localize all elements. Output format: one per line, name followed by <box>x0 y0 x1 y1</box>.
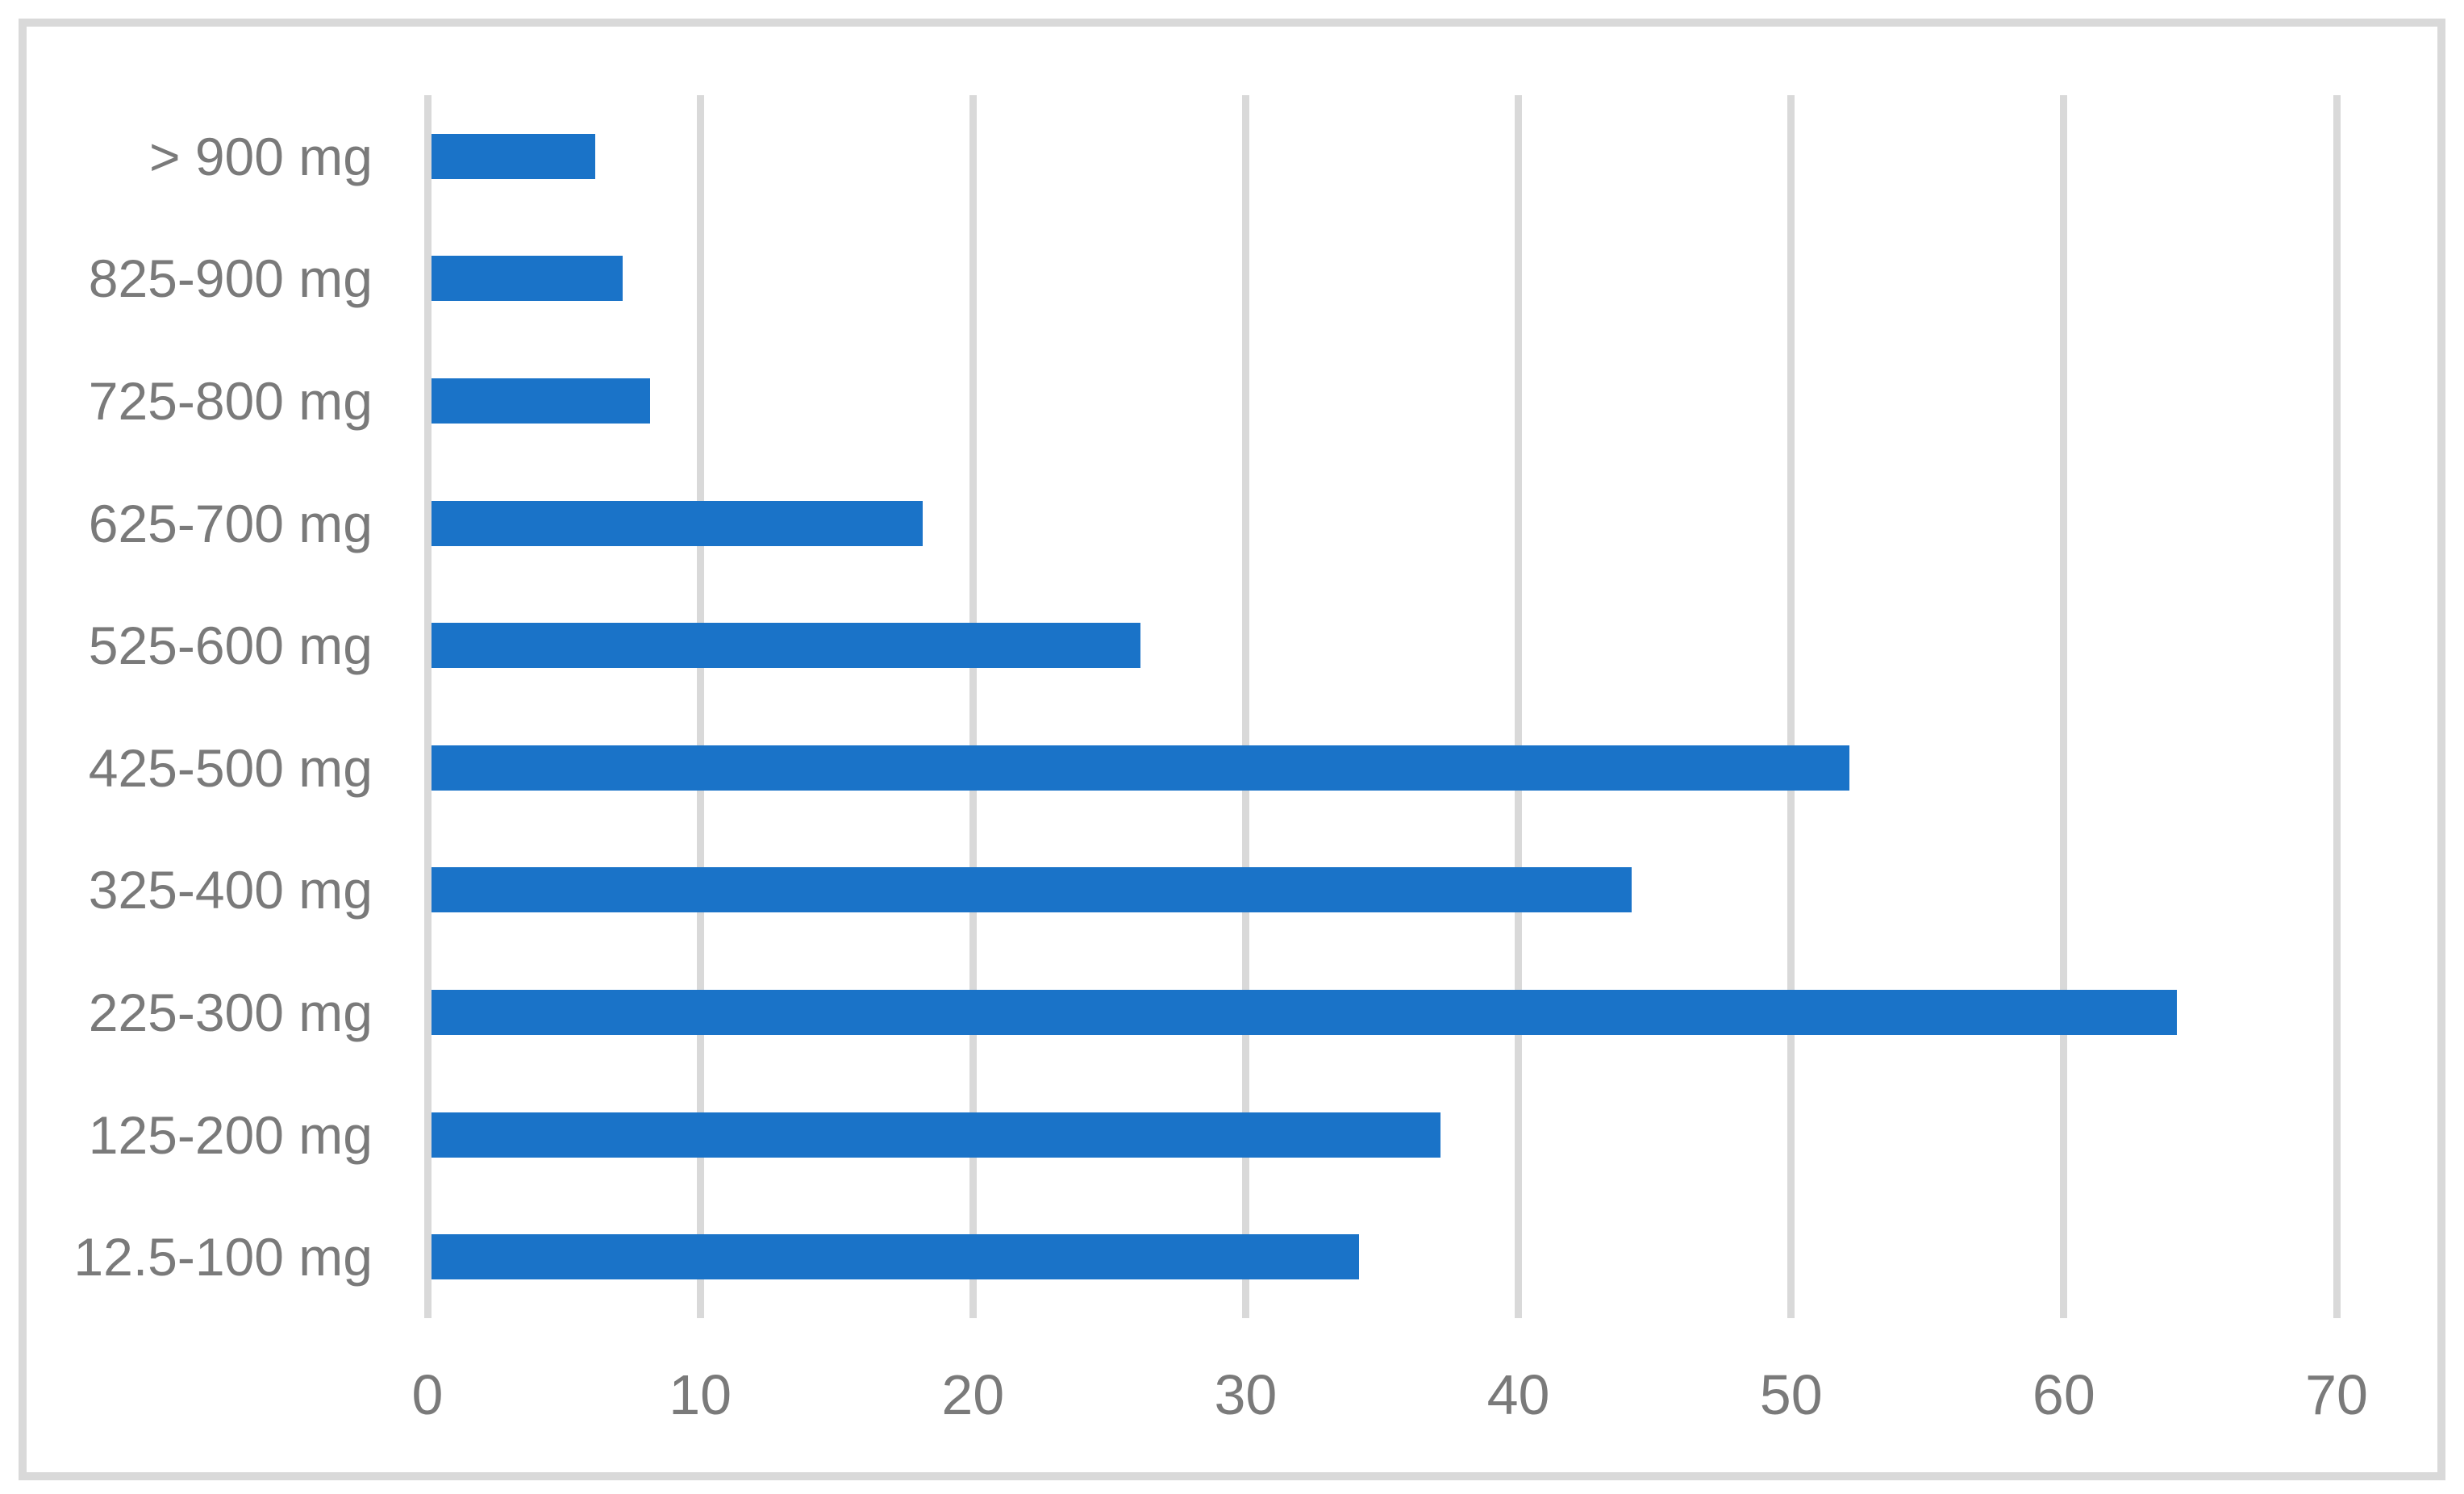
category-label: 625-700 mg <box>88 493 373 553</box>
x-tick-label-10: 10 <box>669 1363 732 1426</box>
gridline-x-0 <box>423 95 432 1318</box>
category-label: > 900 mg <box>148 126 373 186</box>
category-label: 225-300 mg <box>88 983 373 1042</box>
bar-525-600-mg <box>432 623 1141 669</box>
category-label: 825-900 mg <box>88 248 373 309</box>
category-label: 525-600 mg <box>88 616 373 676</box>
gridline-x-70 <box>2333 95 2341 1318</box>
bar-225-300-mg <box>432 990 2178 1035</box>
x-tick-label-20: 20 <box>941 1363 1005 1426</box>
x-tick-label-30: 30 <box>1214 1363 1278 1426</box>
gridline-x-40 <box>1515 95 1523 1318</box>
bar-12.5-100-mg <box>432 1234 1359 1280</box>
gridline-x-50 <box>1787 95 1795 1318</box>
x-tick-label-0: 0 <box>411 1363 444 1426</box>
x-tick-label-40: 40 <box>1486 1363 1550 1426</box>
bar-325-400-mg <box>432 867 1632 913</box>
bar-425-500-mg <box>432 745 1850 791</box>
x-tick-label-70: 70 <box>2305 1363 2368 1426</box>
gridline-x-60 <box>2060 95 2068 1318</box>
category-label: 12.5-100 mg <box>73 1227 373 1287</box>
gridline-x-30 <box>1241 95 1249 1318</box>
bar-125-200-mg <box>432 1112 1441 1158</box>
category-label: 125-200 mg <box>88 1104 373 1165</box>
x-tick-label-50: 50 <box>1759 1363 1823 1426</box>
gridline-x-10 <box>696 95 704 1318</box>
bar-825-900-mg <box>432 256 623 302</box>
category-label: 425-500 mg <box>88 737 373 798</box>
category-label: 725-800 mg <box>88 371 373 431</box>
bar-725-800-mg <box>432 378 650 424</box>
bar-625-700-mg <box>432 500 923 546</box>
category-label: 325-400 mg <box>88 860 373 920</box>
bar--900-mg <box>432 133 595 179</box>
gridline-x-20 <box>969 95 977 1318</box>
plot-area <box>423 95 2341 1318</box>
x-tick-label-60: 60 <box>2032 1363 2095 1426</box>
